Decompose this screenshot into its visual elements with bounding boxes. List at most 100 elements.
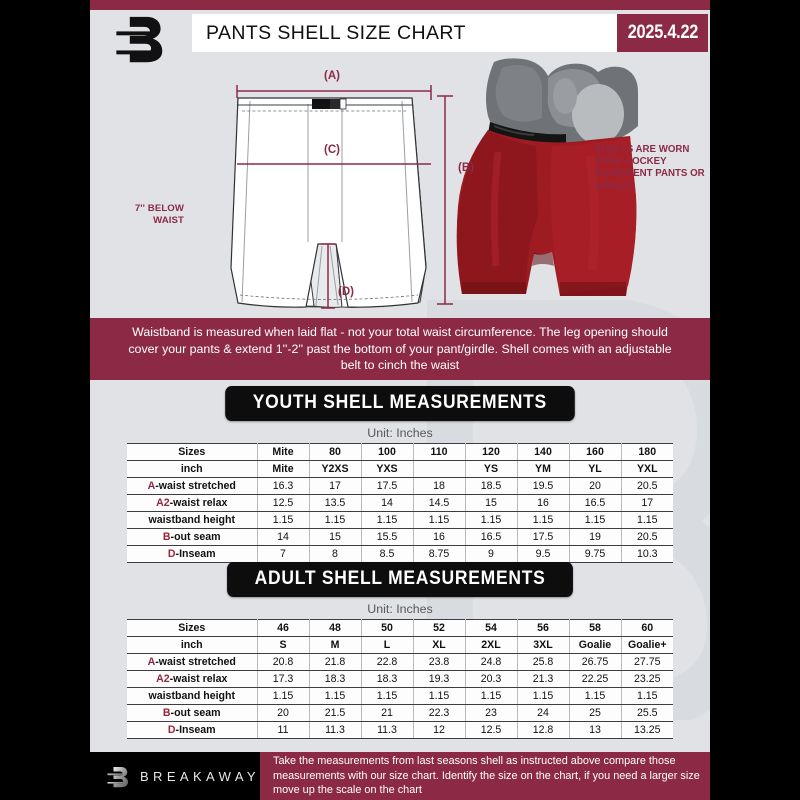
table-cell: 1.15 <box>569 687 622 705</box>
table-cell: 58 <box>569 619 622 637</box>
banner-text: Waistband is measured when laid flat - n… <box>128 325 672 373</box>
table-cell: 17.3 <box>257 670 310 688</box>
table-cell: 14.5 <box>413 494 466 512</box>
table-cell: S <box>257 636 310 654</box>
table-cell: M <box>309 636 362 654</box>
dimension-label-c: (C) <box>324 144 340 156</box>
table-cell: 12 <box>413 721 466 739</box>
table-cell: 18 <box>413 477 466 495</box>
table-cell: 24 <box>517 704 570 722</box>
table-cell: 13.25 <box>621 721 673 739</box>
photo-note: SHELLS ARE WORN OVER HOCKEY EQUIPMENT PA… <box>595 144 705 192</box>
table-cell: 50 <box>361 619 414 637</box>
table-cell <box>413 460 466 478</box>
table-cell: 120 <box>465 443 518 461</box>
table-row: A-waist stretched 16.3 17 17.5 18 18.5 19.5 20 2… <box>127 477 673 495</box>
table-cell: 11 <box>257 721 310 739</box>
table-cell: 25.8 <box>517 653 570 671</box>
dimension-label-a: (A) <box>324 70 340 82</box>
top-accent-strip <box>90 0 710 10</box>
table-cell: 16.3 <box>257 477 310 495</box>
table-cell: 1.15 <box>361 511 414 529</box>
page-title: PANTS SHELL SIZE CHART <box>206 21 466 44</box>
row-label: inch <box>127 460 258 478</box>
table-cell: 22.25 <box>569 670 622 688</box>
table-cell: 13 <box>569 721 622 739</box>
table-cell: YS <box>465 460 518 478</box>
youth-section-title: YOUTH SHELL MEASUREMENTS <box>225 386 575 421</box>
row-label-prefix: A <box>147 480 156 492</box>
table-cell: 14 <box>361 494 414 512</box>
footer-brand-name: BREAKAWAY <box>139 768 260 784</box>
table-cell: 1.15 <box>569 511 622 529</box>
table-cell: 11.3 <box>309 721 362 739</box>
table-cell: 11.3 <box>361 721 414 739</box>
row-label-prefix: B <box>162 707 171 719</box>
table-cell: YM <box>517 460 570 478</box>
table-row: waistband height 1.15 1.15 1.15 1.15 1.15 1.15… <box>127 687 673 705</box>
table-cell: 20 <box>257 704 310 722</box>
table-cell: 1.15 <box>517 687 570 705</box>
table-cell: 23.25 <box>621 670 673 688</box>
table-cell: 14 <box>257 528 310 546</box>
row-label: waistband height <box>127 511 258 529</box>
measurement-diagram: (A) (B) (C) (D) 7'' BELOW WAIST SHELLS A… <box>90 56 710 318</box>
table-cell: Goalie+ <box>621 636 673 654</box>
table-row: Sizes Mite 80 100 110 120 140 160 180 <box>127 443 673 461</box>
table-cell: 17 <box>621 494 673 512</box>
table-cell: L <box>361 636 414 654</box>
table-cell: 1.15 <box>413 511 466 529</box>
product-photo <box>456 58 638 296</box>
table-cell: Mite <box>257 460 310 478</box>
table-cell: 100 <box>361 443 414 461</box>
table-cell: 46 <box>257 619 310 637</box>
row-label: B-out seam <box>127 528 258 546</box>
row-label-prefix: A <box>147 656 156 668</box>
table-cell: 140 <box>517 443 570 461</box>
table-cell: 1.15 <box>465 687 518 705</box>
table-cell: 16 <box>413 528 466 546</box>
title-bar: PANTS SHELL SIZE CHART <box>192 14 617 52</box>
table-cell: 1.15 <box>413 687 466 705</box>
breakaway-b-logo-icon <box>107 767 128 788</box>
table-cell: 22.8 <box>361 653 414 671</box>
table-cell: 24.8 <box>465 653 518 671</box>
table-cell: 1.15 <box>257 511 310 529</box>
row-label: Sizes <box>127 619 258 637</box>
table-cell: 56 <box>517 619 570 637</box>
table-row: A2-waist relax 12.5 13.5 14 14.5 15 16 16.5 17 <box>127 494 673 512</box>
header: PANTS SHELL SIZE CHART 2025.4.22 <box>90 10 710 63</box>
table-cell: 60 <box>621 619 673 637</box>
table-cell: 25.5 <box>621 704 673 722</box>
table-cell: 80 <box>309 443 362 461</box>
dimension-label-d: (D) <box>338 286 354 298</box>
footer: BREAKAWAY Take the measurements from las… <box>0 752 800 800</box>
adult-section: ADULT SHELL MEASUREMENTS Unit: Inches Si… <box>90 556 710 739</box>
table-cell: 12.8 <box>517 721 570 739</box>
table-cell: XL <box>413 636 466 654</box>
table-cell: 22.3 <box>413 704 466 722</box>
table-cell: 12.5 <box>465 721 518 739</box>
table-cell: Y2XS <box>309 460 362 478</box>
breakaway-b-logo-icon <box>116 16 163 63</box>
table-cell: 2XL <box>465 636 518 654</box>
table-cell: 23 <box>465 704 518 722</box>
table-cell: 17.5 <box>361 477 414 495</box>
table-cell: 16.5 <box>465 528 518 546</box>
table-row: D-Inseam 7 8 8.5 8.75 9 9.5 9.75 10.3 <box>127 545 673 563</box>
table-cell: 17.5 <box>517 528 570 546</box>
table-cell: 18.3 <box>309 670 362 688</box>
table-row: B-out seam 20 21.5 21 22.3 23 24 25 25.5 <box>127 704 673 722</box>
table-row: Sizes 46 48 50 52 54 56 58 60 <box>127 619 673 637</box>
table-row: A-waist stretched 20.8 21.8 22.8 23.8 24.8 25.… <box>127 653 673 671</box>
table-cell: 1.15 <box>361 687 414 705</box>
table-cell: 19 <box>569 528 622 546</box>
table-cell: 13.5 <box>309 494 362 512</box>
table-cell: 19.3 <box>413 670 466 688</box>
table-cell: 1.15 <box>621 511 673 529</box>
table-cell: 20 <box>569 477 622 495</box>
table-cell: 1.15 <box>621 687 673 705</box>
row-label: B-out seam <box>127 704 258 722</box>
date-text: 2025.4.22 <box>627 22 698 43</box>
